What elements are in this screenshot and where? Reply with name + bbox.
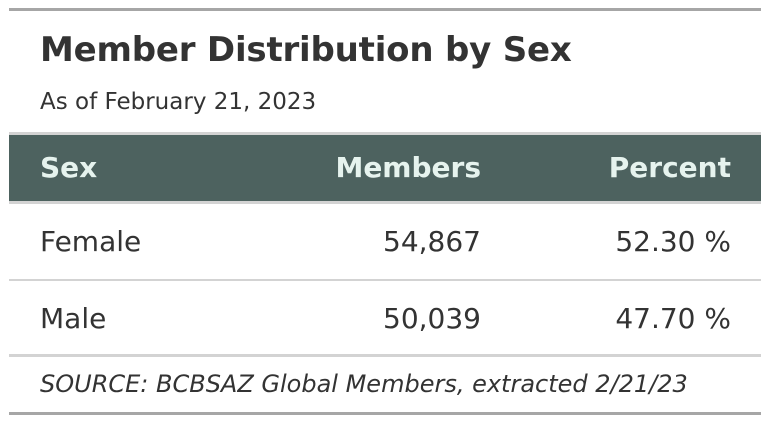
column-header-members: Members bbox=[335, 151, 481, 184]
cell-members: 54,867 bbox=[383, 225, 481, 258]
cell-members: 50,039 bbox=[383, 302, 481, 335]
bottom-rule bbox=[9, 412, 761, 415]
column-header-percent: Percent bbox=[608, 151, 731, 184]
table-row: Male 50,039 47.70 % bbox=[9, 281, 761, 357]
column-header-sex: Sex bbox=[40, 151, 98, 184]
cell-sex: Female bbox=[40, 225, 142, 258]
cell-percent: 52.30 % bbox=[615, 225, 731, 258]
table-subtitle: As of February 21, 2023 bbox=[40, 89, 317, 115]
cell-percent: 47.70 % bbox=[615, 302, 731, 335]
cell-sex: Male bbox=[40, 302, 107, 335]
summary-table: Member Distribution by Sex As of Februar… bbox=[9, 8, 761, 416]
top-rule bbox=[9, 8, 761, 11]
source-note: SOURCE: BCBSAZ Global Members, extracted… bbox=[40, 370, 688, 398]
table-row: Female 54,867 52.30 % bbox=[9, 204, 761, 281]
table-title: Member Distribution by Sex bbox=[40, 30, 572, 70]
column-header-row: Sex Members Percent bbox=[9, 132, 761, 204]
